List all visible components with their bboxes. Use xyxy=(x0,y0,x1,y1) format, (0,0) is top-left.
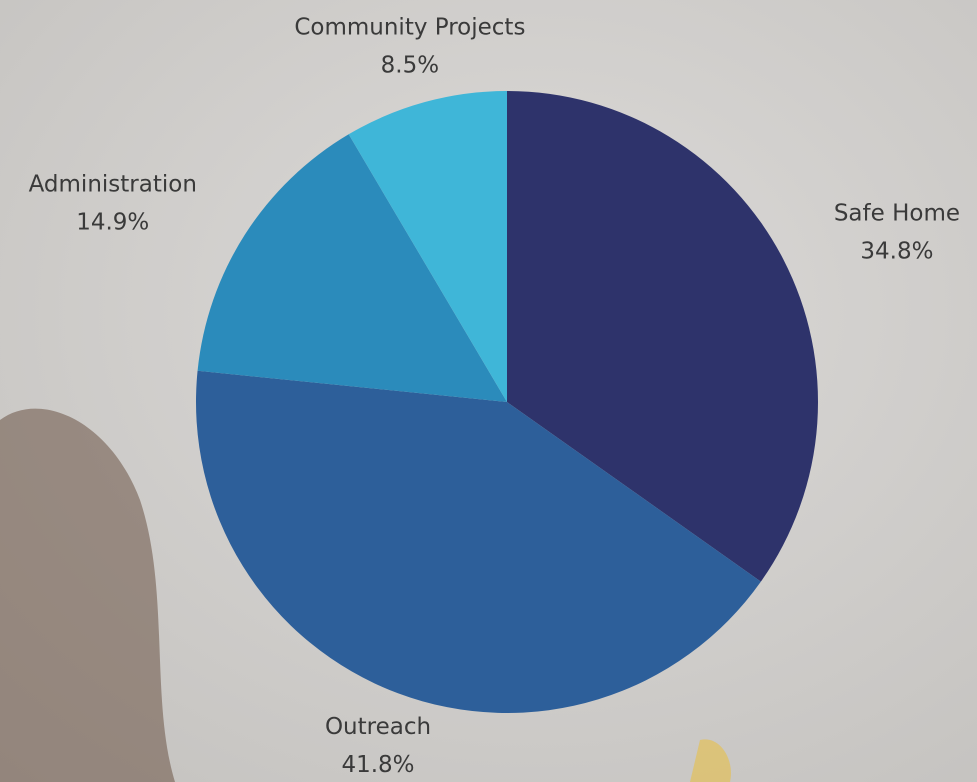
slice-value-label: 34.8% xyxy=(860,238,933,264)
page: Safe Home 34.8% Outreach 41.8% Administratio… xyxy=(0,0,977,782)
slice-value-label: 14.9% xyxy=(76,209,149,235)
slice-label: Community Projects xyxy=(294,15,525,41)
slice-value-label: 41.8% xyxy=(341,752,414,778)
slice-label: Administration xyxy=(29,171,197,197)
slice-label: Safe Home xyxy=(834,200,960,226)
pie xyxy=(196,91,818,713)
slice-label: Outreach xyxy=(325,714,431,740)
slice-value-label: 8.5% xyxy=(381,53,439,79)
chart: Safe Home 34.8% Outreach 41.8% Administratio… xyxy=(0,0,977,782)
